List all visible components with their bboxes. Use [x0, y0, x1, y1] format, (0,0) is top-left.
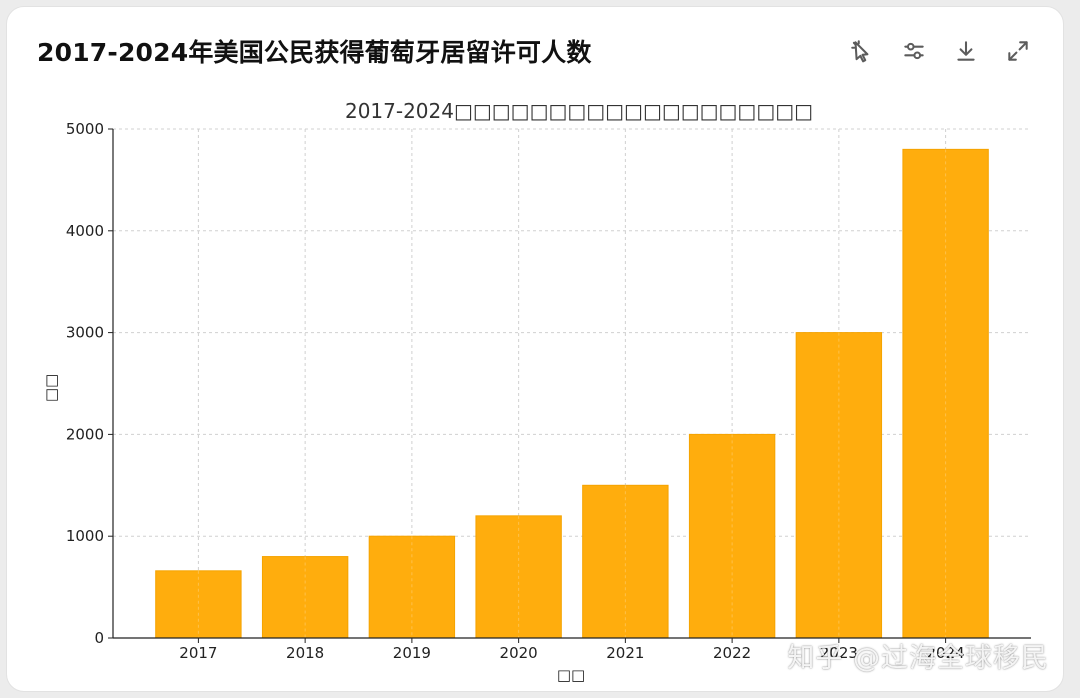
settings-button[interactable] — [899, 36, 929, 66]
y-tick-label: 2000 — [66, 425, 104, 443]
download-icon — [957, 41, 975, 61]
chart-card: 0 1000 2000 3000 4000 5000 2017 2018 2019 2020 202… — [6, 6, 1064, 692]
bar-2024 — [902, 148, 989, 639]
bar-2019 — [368, 535, 456, 639]
y-axis-label: □□ — [42, 374, 60, 402]
y-tick-label: 5000 — [66, 120, 104, 138]
bar-2020 — [475, 515, 562, 639]
bar-2018 — [261, 556, 349, 639]
chart-area: 0 1000 2000 3000 4000 5000 2017 2018 2019 2020 202… — [7, 7, 1063, 691]
watermark: 知乎 @过海全球移民 — [787, 643, 1049, 674]
card-title: 2017-2024年美国公民获得葡萄牙居留许可人数 — [37, 38, 592, 67]
y-tick-label: 4000 — [66, 222, 104, 240]
download-button[interactable] — [951, 36, 981, 66]
chart-title: 2017-2024□□□□□□□□□□□□□□□□□□□ — [345, 99, 813, 123]
x-tick-label: 2017 — [179, 644, 217, 662]
expand-icon — [1008, 41, 1028, 61]
y-tick-label: 0 — [94, 629, 104, 647]
settings-sliders-icon — [904, 42, 924, 60]
y-tick-label: 3000 — [66, 324, 104, 342]
grid-layer — [113, 128, 1031, 638]
bar-chart: 0 1000 2000 3000 4000 5000 2017 2018 2019 2020 202… — [42, 99, 1031, 684]
x-tick-label: 2020 — [500, 644, 538, 662]
x-tick-label: 2023 — [820, 644, 858, 662]
interactive-icon — [851, 40, 869, 63]
y-tick-label: 1000 — [66, 527, 104, 545]
x-tick-label: 2018 — [286, 644, 324, 662]
bar-2021 — [582, 484, 669, 639]
chart-toolbar — [847, 36, 1033, 66]
x-tick-label: 2024 — [927, 644, 965, 662]
x-tick-label: 2019 — [393, 644, 431, 662]
x-axis-label: □□ — [557, 666, 585, 684]
card-header: 2017-2024年美国公民获得葡萄牙居留许可人数 — [37, 29, 1039, 73]
interactive-button[interactable] — [847, 36, 877, 66]
bar-2023 — [795, 332, 883, 639]
x-tick-label: 2022 — [713, 644, 751, 662]
bar-layer — [155, 148, 989, 639]
expand-button[interactable] — [1003, 36, 1033, 66]
x-tick-label: 2021 — [606, 644, 644, 662]
bar-2017 — [155, 570, 242, 639]
axis-layer: 0 1000 2000 3000 4000 5000 2017 2018 2019 2020 202… — [66, 120, 1031, 662]
